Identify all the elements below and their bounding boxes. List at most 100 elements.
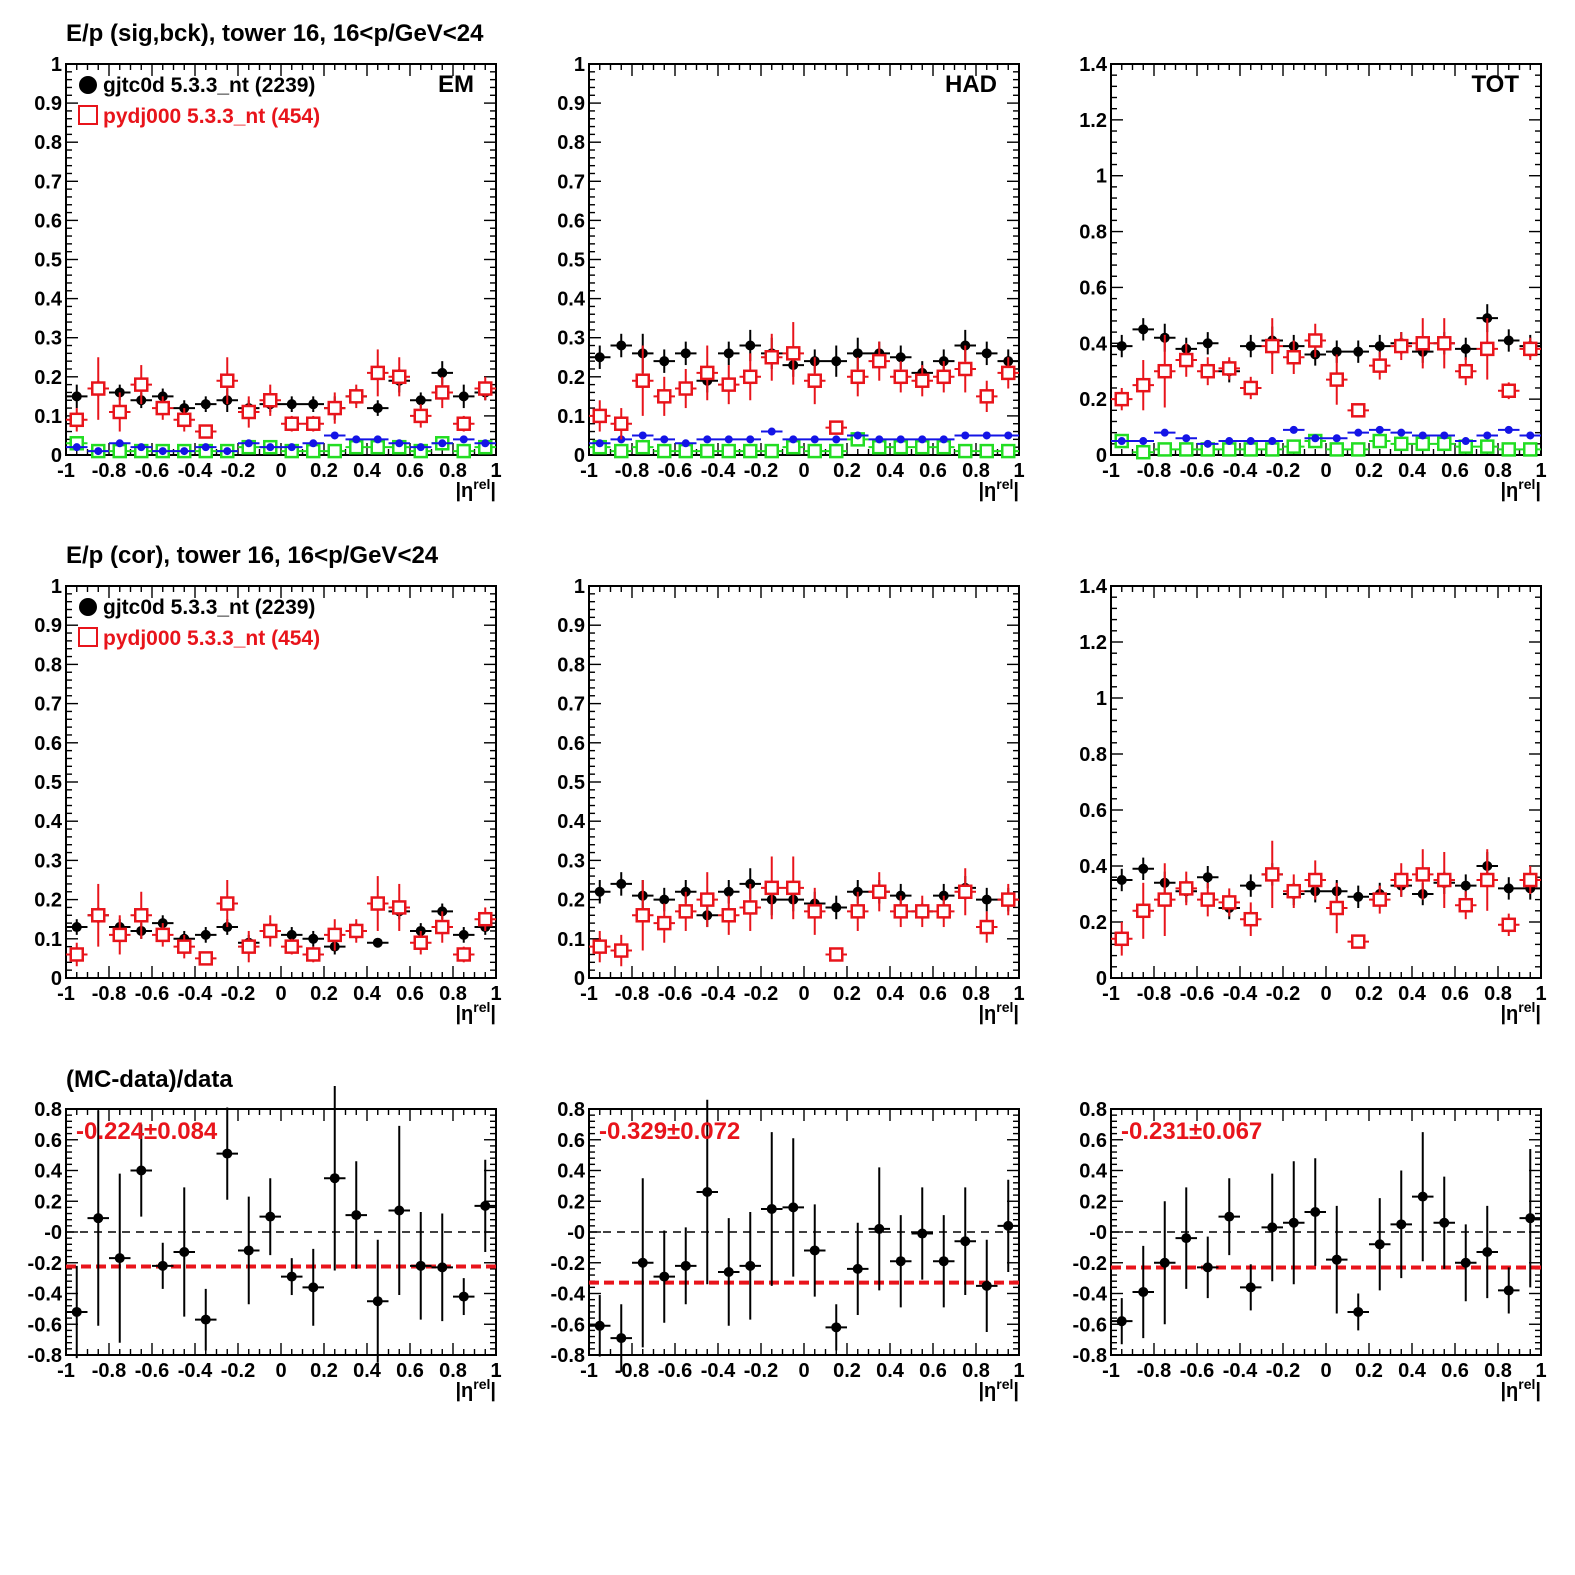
row2-panel1-xtick-label: -0.6 — [135, 983, 169, 1005]
row2-panel3-xtick-label: 1 — [1535, 983, 1546, 1005]
row2-panel1-mc-point — [327, 927, 342, 943]
row1-panel3-data-point — [1202, 338, 1213, 349]
row3-panel2-xtick-label: -0.4 — [701, 1360, 736, 1382]
row2-panel1-mc-point — [413, 935, 428, 950]
row2-panel3-mc-point — [1480, 872, 1495, 888]
row2-panel2-data-point — [831, 902, 842, 913]
row1-panel2-mc-point — [657, 389, 672, 404]
row1-panel2-blue-point — [918, 435, 927, 444]
row1-panel3-blue-point — [1332, 434, 1341, 443]
row2-panel2-mc-point — [700, 892, 715, 907]
row1-panel3-ytick-label: 0.8 — [1079, 222, 1107, 244]
row2-panel1-mc-point — [241, 939, 256, 954]
row1-panel1-x-axis-label: |ηrel| — [455, 476, 496, 502]
row1-panel3-blue-point — [1311, 434, 1320, 443]
row2-panel1-ytick-label: 0.3 — [34, 850, 62, 872]
row2-panel2-mc-point — [893, 904, 908, 919]
row1-panel3-xtick-label: -0.2 — [1266, 460, 1300, 482]
row1-panel2-ytick-label: 0.2 — [557, 367, 585, 389]
row3-panel3-xtick-label: -1 — [1102, 1360, 1120, 1382]
row1-panel1-mc-point — [349, 389, 364, 404]
row1-panel3-blue-point — [1246, 437, 1255, 446]
row1-panel1-xtick-label: 0.6 — [396, 460, 424, 482]
row1-panel2-data-point — [981, 348, 992, 359]
row1-panel1-mc-point — [370, 365, 385, 381]
row1-panel3-frame — [1110, 63, 1542, 456]
row3-panel1-xtick-label: 0.2 — [310, 1360, 338, 1382]
row2-panel2-xtick-label: 0 — [798, 983, 809, 1005]
row2-panel2-mc-point — [635, 908, 650, 923]
row2-panel3-mc-point — [1458, 897, 1473, 913]
row3-panel2-ratio-point — [981, 1280, 992, 1291]
row3-panel1-xtick-label: 1 — [490, 1360, 501, 1382]
row2-panel1-data-point — [286, 929, 297, 940]
row1-panel2-green-point — [721, 443, 736, 459]
row1-panel3-mc-point — [1437, 336, 1452, 351]
row1-panel1-xtick-label: 0 — [275, 460, 286, 482]
row1-panel3-blue-point — [1117, 437, 1126, 446]
row2-panel2-ytick-label: 0.3 — [557, 850, 585, 872]
row1-panel3-xtick-label: -0.6 — [1180, 460, 1214, 482]
row1-panel1-ytick-label: 0.3 — [34, 328, 62, 350]
row2-panel1-legend-data-marker — [79, 598, 97, 616]
row1-panel2-mc-point — [936, 369, 951, 385]
row2-panel3-mc-point — [1523, 872, 1538, 888]
row3-panel2-xtick-label: -0.2 — [744, 1360, 778, 1382]
row3-panel1-ratio-point — [200, 1314, 211, 1325]
row1-panel3-xtick-label: -1 — [1102, 460, 1120, 482]
row1-panel2-ytick-label: 0.1 — [557, 406, 585, 428]
row2-title: E/p (cor), tower 16, 16<p/GeV<24 — [66, 542, 439, 569]
row1-panel2-mc-point — [786, 346, 801, 361]
row1-panel3-green-point — [1157, 442, 1172, 457]
row1-panel3-data-point — [1138, 324, 1149, 335]
row2-panel1-mc-point — [177, 939, 192, 954]
row3-panel3-ratio-point — [1374, 1239, 1385, 1250]
row3-panel2-ytick-label: 0.6 — [557, 1130, 585, 1152]
row1-panel2-green-point — [657, 443, 672, 459]
row1-panel3-blue-point — [1504, 425, 1513, 434]
row1-panel3-green-point — [1480, 439, 1495, 454]
row1-panel3-blue-point — [1203, 439, 1212, 448]
row1-panel2-blue-point — [767, 427, 776, 436]
row3-panel3-ratio-point — [1224, 1211, 1235, 1222]
row1-panel1-mc-point — [155, 400, 170, 416]
row3-panel3-xtick-label: 0.4 — [1398, 1360, 1427, 1382]
row2-panel1-mc-point — [134, 908, 149, 923]
row2-panel1-mc-point — [220, 896, 235, 911]
row2-panel2-xtick-label: 0.8 — [962, 983, 990, 1005]
row2-panel3-ytick-label: 0.8 — [1079, 744, 1107, 766]
row1-panel1-xtick-label: -0.2 — [221, 460, 255, 482]
row3-panel2-ratio-point — [831, 1322, 842, 1333]
row1-panel3-blue-point — [1375, 425, 1384, 434]
row1-panel3-xtick-label: 0.8 — [1484, 460, 1512, 482]
row1-panel3-green-point — [1372, 433, 1387, 449]
row3-panel1-ytick-label: -0.6 — [28, 1314, 62, 1336]
row2-panel3-ytick-label: 1.4 — [1079, 576, 1108, 598]
row3-panel1-ytick-label: -0 — [44, 1222, 62, 1244]
row1-panel3-mc-point — [1329, 372, 1344, 387]
row2-panel2-data-point — [594, 886, 605, 897]
row1-panel3-green-point — [1523, 442, 1538, 457]
row1-panel2-green-point — [979, 443, 994, 459]
row2-panel1-mc-point — [155, 927, 170, 943]
row2-panel3-data-point — [1116, 875, 1127, 885]
row1-panel2-data-point — [852, 348, 863, 359]
row3-panel1-xtick-label: -0.4 — [178, 1360, 213, 1382]
row2-panel3-data-point — [1202, 872, 1213, 883]
row3-panel2-ratio-point — [1003, 1220, 1014, 1231]
row3-panel3-ratio-point — [1116, 1316, 1127, 1327]
row3-panel1-ytick-label: 0.8 — [34, 1099, 62, 1121]
row2-panel2-mc-point — [721, 908, 736, 923]
row3-panel3-ytick-label: -0.4 — [1073, 1284, 1108, 1306]
row2-panel3-xtick-label: -1 — [1102, 983, 1120, 1005]
row3-panel1-ratio-point — [329, 1173, 340, 1184]
row3-panel2-xtick-label: 0.4 — [876, 1360, 905, 1382]
row2-panel1-xtick-label: 0.2 — [310, 983, 338, 1005]
row2-panel1-data-point — [308, 933, 319, 944]
row3-panel1-ytick-label: 0.6 — [34, 1130, 62, 1152]
row3-panel3-ytick-label: 0.4 — [1079, 1161, 1108, 1183]
row3-panel1-ratio-point — [157, 1260, 168, 1271]
row2-panel1-xtick-label: -0.4 — [178, 983, 213, 1005]
row1-panel1-data-point — [71, 391, 82, 402]
row1-panel3-mc-point — [1308, 333, 1323, 348]
